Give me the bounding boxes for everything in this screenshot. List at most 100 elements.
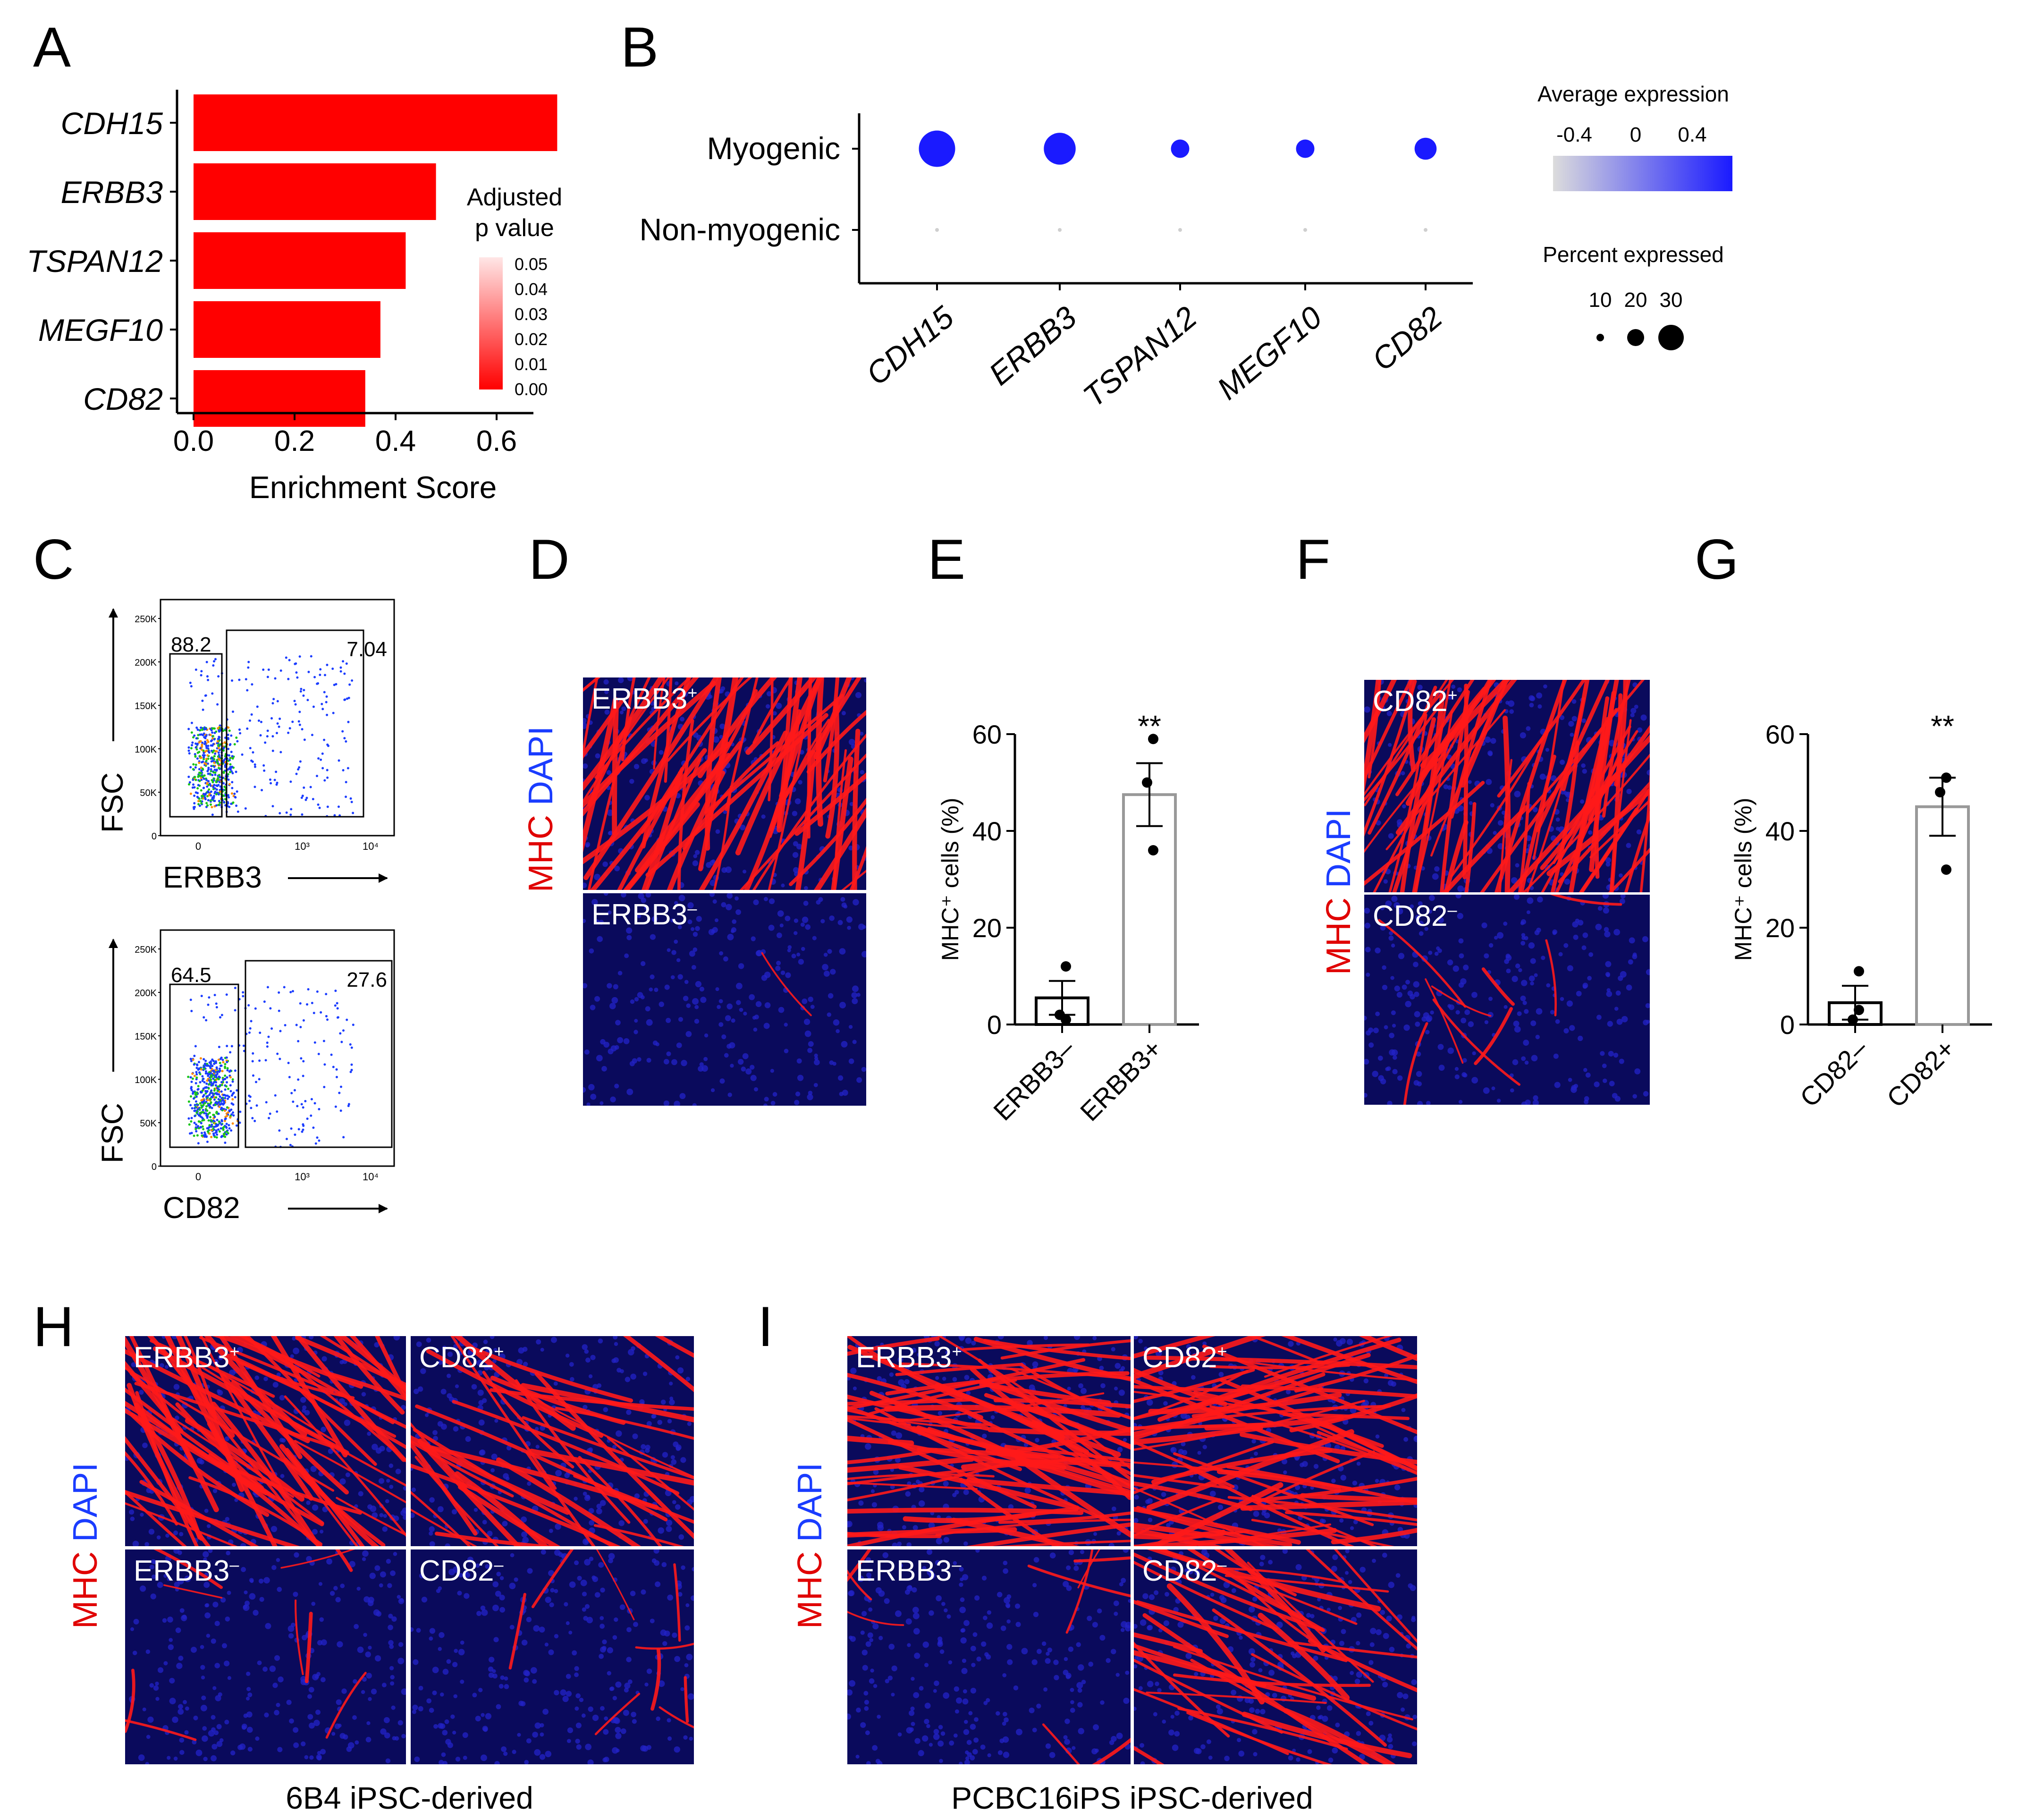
c-event-dot (228, 1124, 230, 1126)
c-event-dot (289, 780, 292, 783)
nucleus (946, 1614, 951, 1619)
nucleus (1619, 898, 1625, 904)
b-size-tick: 10 (1589, 288, 1612, 312)
nucleus (929, 1743, 933, 1747)
nucleus (475, 1563, 480, 1568)
c-event-dot (208, 1079, 211, 1082)
myotube (645, 758, 702, 890)
c-event-dot (251, 683, 253, 686)
myotube (847, 1345, 1065, 1440)
nucleus (1385, 1067, 1389, 1071)
myotube (199, 1336, 334, 1393)
b-dot-non-myogenic-erbb3 (1058, 228, 1062, 232)
nucleus (735, 909, 741, 915)
c-event-dot (236, 810, 239, 813)
c-event-dot (210, 1081, 212, 1084)
c-event-dot (210, 1125, 212, 1128)
nucleus (1447, 1047, 1454, 1054)
nucleus (922, 1735, 929, 1742)
nucleus (1558, 952, 1563, 957)
nucleus (594, 919, 599, 924)
myotube (411, 1422, 468, 1488)
c-event-dot (227, 726, 230, 729)
c-event-dot (211, 1123, 213, 1126)
nucleus (1384, 1025, 1388, 1030)
c-xtick-label: 10⁴ (363, 1171, 379, 1183)
nucleus (254, 1375, 260, 1380)
nucleus (1572, 921, 1579, 928)
c-event-dot (194, 776, 196, 779)
nucleus (614, 1084, 619, 1089)
nucleus (602, 861, 608, 867)
nucleus (378, 1478, 385, 1484)
c-event-dot (212, 1132, 215, 1135)
nucleus (1461, 1072, 1467, 1077)
nucleus (905, 1365, 910, 1370)
c-event-dot (304, 798, 307, 801)
nucleus (619, 1604, 625, 1610)
c-event-dot (222, 1061, 225, 1064)
nucleus (386, 1479, 390, 1483)
f-top-fibers (1364, 680, 1650, 892)
nucleus (246, 1671, 251, 1676)
myotube (270, 1336, 348, 1458)
c-event-dot (196, 757, 199, 760)
nucleus (692, 947, 698, 952)
c-event-dot (189, 792, 192, 795)
nucleus (694, 1005, 699, 1009)
nucleus (1418, 901, 1423, 906)
nucleus (853, 1386, 857, 1390)
nucleus (397, 1658, 405, 1665)
nucleus (624, 1687, 629, 1693)
myotube (333, 1336, 405, 1415)
nucleus (374, 1565, 380, 1571)
nucleus (216, 1741, 223, 1747)
nucleus (1003, 1560, 1008, 1566)
c-event-dot (303, 689, 305, 692)
c-event-dot (251, 760, 254, 763)
nucleus (1604, 931, 1611, 938)
nucleus (362, 1550, 369, 1557)
nucleus (270, 1525, 278, 1532)
nucleus (727, 1092, 732, 1097)
nucleus (496, 1704, 501, 1710)
myotube (1264, 1336, 1393, 1378)
nucleus (247, 1692, 253, 1697)
nucleus (481, 1754, 487, 1761)
nucleus (1378, 1075, 1384, 1081)
nucleus (621, 893, 626, 897)
nucleus (846, 916, 853, 923)
nucleus (1583, 1068, 1587, 1072)
nucleus (527, 1481, 532, 1486)
c-event-dot (231, 1111, 234, 1114)
nucleus (615, 1020, 621, 1025)
myotube (1545, 939, 1557, 1016)
nucleus (1036, 1649, 1042, 1654)
nucleus (640, 961, 646, 966)
nucleus (839, 948, 846, 955)
nucleus (852, 985, 859, 992)
nucleus (365, 1651, 371, 1658)
a-xtick-label: 0.6 (476, 425, 517, 457)
nucleus (214, 1621, 220, 1626)
c-event-dot (195, 748, 198, 751)
nucleus (1397, 1075, 1403, 1081)
nucleus (911, 1676, 915, 1681)
nucleus (614, 1342, 618, 1346)
nucleus (512, 1750, 516, 1754)
c-event-dot (307, 988, 310, 990)
a-legend-tick: 0.01 (515, 355, 548, 374)
myotube (294, 1439, 406, 1504)
a-category-label: ERBB3 (61, 175, 163, 210)
nucleus (1405, 980, 1410, 985)
e-chart-ytick-label: 0 (987, 1010, 1002, 1040)
c-event-dot (222, 1126, 225, 1129)
nucleus (645, 893, 651, 898)
nucleus (1600, 1051, 1605, 1056)
nucleus (775, 965, 781, 971)
myotube (752, 733, 866, 890)
c-event-dot (200, 1122, 203, 1125)
c-event-dot (207, 1075, 210, 1077)
nucleus (1457, 805, 1464, 812)
c-event-dot (339, 1109, 342, 1112)
